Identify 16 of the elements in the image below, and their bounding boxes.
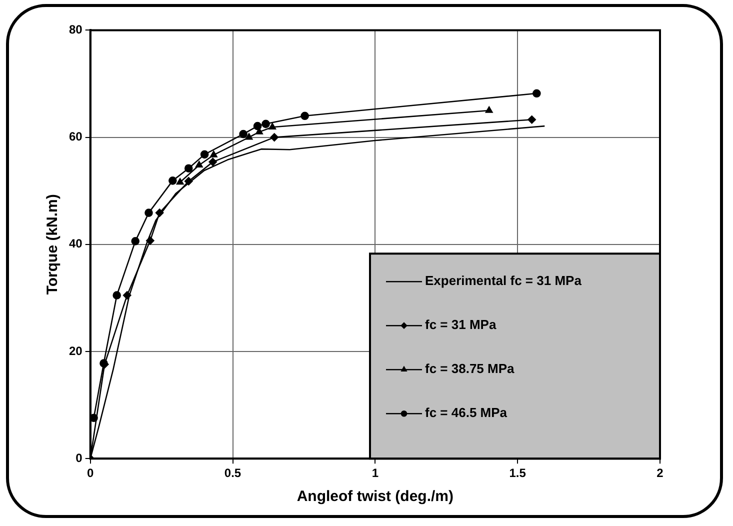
legend-label: fc = 46.5 MPa (425, 405, 508, 420)
y-tick-label: 60 (68, 130, 83, 144)
y-tick-label: 80 (68, 22, 83, 37)
y-tick-label: 40 (68, 236, 83, 251)
y-tick-label: 0 (76, 450, 83, 465)
legend-label: fc = 31 MPa (425, 317, 497, 332)
legend-label: fc = 38.75 MPa (425, 361, 516, 376)
legend-label: Experimental fc = 31 MPa (425, 273, 582, 288)
x-tick-label: 0 (87, 466, 94, 480)
x-tick-label: 2 (656, 466, 664, 480)
x-tick-label: 1 (372, 466, 379, 480)
x-axis-title: Angleof twist (deg./m) (296, 488, 454, 506)
x-tick-label: 1.5 (509, 466, 526, 480)
y-axis-title: Torque (kN.m) (44, 194, 62, 295)
x-tick-label: 0.5 (224, 466, 242, 480)
y-tick-label: 20 (68, 344, 83, 358)
